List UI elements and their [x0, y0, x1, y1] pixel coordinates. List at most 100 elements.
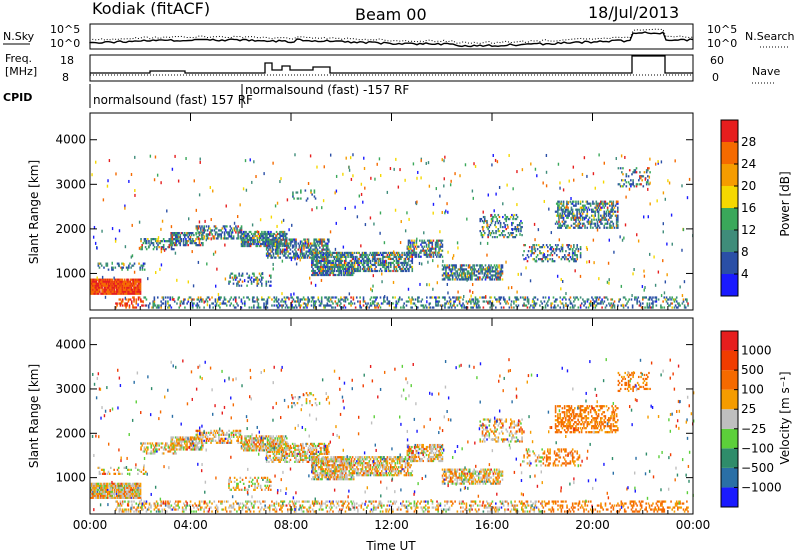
echo-cell — [253, 238, 255, 242]
noise-cell — [632, 182, 635, 186]
echo-cell — [112, 268, 114, 271]
echo-cell — [119, 298, 122, 301]
noise-cell — [344, 206, 347, 210]
echo-cell — [276, 248, 278, 251]
echo-cell — [266, 302, 269, 305]
echo-cell — [310, 296, 313, 299]
echo-cell — [314, 238, 317, 241]
echo-cell — [462, 278, 464, 281]
echo-cell — [590, 218, 593, 221]
noise-cell — [485, 267, 488, 271]
echo-cell — [588, 304, 591, 307]
echo-cell — [507, 232, 510, 235]
echo-cell — [586, 220, 589, 223]
echo-cell — [341, 306, 343, 309]
echo-cell — [254, 232, 256, 236]
echo-cell — [339, 269, 341, 273]
echo-cell — [143, 262, 146, 265]
echo-cell — [330, 255, 332, 259]
echo-cell — [359, 306, 361, 309]
echo-cell — [118, 494, 120, 497]
echo-cell — [128, 292, 131, 295]
echo-cell — [272, 238, 275, 242]
echo-cell — [314, 263, 317, 267]
echo-cell — [635, 167, 638, 170]
echo-cell — [575, 208, 577, 211]
echo-cell — [368, 257, 371, 261]
echo-cell — [321, 238, 323, 241]
echo-cell — [303, 256, 305, 259]
echo-cell — [631, 183, 633, 186]
echo-cell — [139, 282, 142, 285]
echo-cell — [130, 494, 133, 497]
echo-cell — [93, 286, 95, 289]
echo-cell — [153, 300, 156, 303]
echo-cell — [366, 306, 368, 309]
noise-cell — [209, 185, 212, 189]
noise-cell — [342, 245, 345, 249]
echo-cell — [316, 273, 319, 277]
echo-cell — [320, 269, 322, 273]
echo-cell — [256, 234, 259, 238]
echo-cell — [408, 249, 411, 252]
echo-cell — [196, 227, 199, 230]
echo-cell — [276, 304, 279, 307]
echo-cell — [556, 248, 558, 251]
echo-cell — [139, 286, 142, 289]
echo-cell — [172, 232, 175, 235]
echo-cell — [119, 286, 121, 289]
echo-cell — [165, 240, 167, 243]
echo-cell — [498, 272, 500, 275]
echo-cell — [278, 236, 280, 240]
echo-cell — [363, 251, 366, 255]
echo-cell — [256, 298, 259, 301]
echo-cell — [452, 304, 454, 307]
echo-cell — [514, 217, 517, 221]
echo-cell — [142, 242, 145, 245]
echo-cell — [182, 242, 185, 245]
echo-cell — [264, 232, 267, 236]
echo-cell — [315, 255, 318, 259]
echo-cell — [608, 302, 610, 305]
echo-cell — [105, 264, 108, 267]
echo-cell — [379, 257, 382, 261]
noise-cell — [510, 286, 513, 290]
echo-cell — [320, 300, 323, 303]
echo-cell — [372, 302, 375, 305]
echo-cell — [502, 234, 504, 237]
echo-cell — [512, 232, 514, 235]
echo-cell — [328, 259, 330, 263]
echo-cell — [102, 280, 105, 283]
echo-cell — [542, 256, 545, 259]
echo-cell — [376, 304, 378, 307]
echo-cell — [306, 244, 309, 247]
echo-cell — [281, 234, 284, 238]
echo-cell — [349, 302, 351, 305]
echo-cell — [403, 251, 406, 255]
echo-cell — [559, 216, 561, 219]
echo-cell — [558, 206, 560, 209]
echo-cell — [595, 298, 598, 301]
echo-cell — [564, 214, 567, 217]
echo-cell — [246, 240, 249, 244]
echo-cell — [496, 278, 498, 281]
echo-cell — [462, 268, 464, 271]
echo-cell — [382, 261, 384, 265]
noise-cell — [631, 294, 633, 298]
echo-cell — [135, 302, 138, 305]
echo-cell — [397, 255, 400, 259]
echo-cell — [429, 239, 431, 242]
echo-cell — [404, 261, 407, 265]
echo-cell — [247, 232, 250, 236]
echo-cell — [403, 263, 406, 267]
echo-cell — [470, 278, 472, 281]
echo-cell — [127, 494, 129, 497]
echo-cell — [470, 266, 472, 269]
echo-cell — [177, 240, 179, 243]
echo-cell — [338, 271, 340, 275]
echo-cell — [597, 202, 600, 205]
echo-cell — [202, 232, 204, 235]
echo-cell — [99, 490, 101, 493]
echo-cell — [92, 482, 94, 485]
noise-cell — [290, 258, 293, 262]
